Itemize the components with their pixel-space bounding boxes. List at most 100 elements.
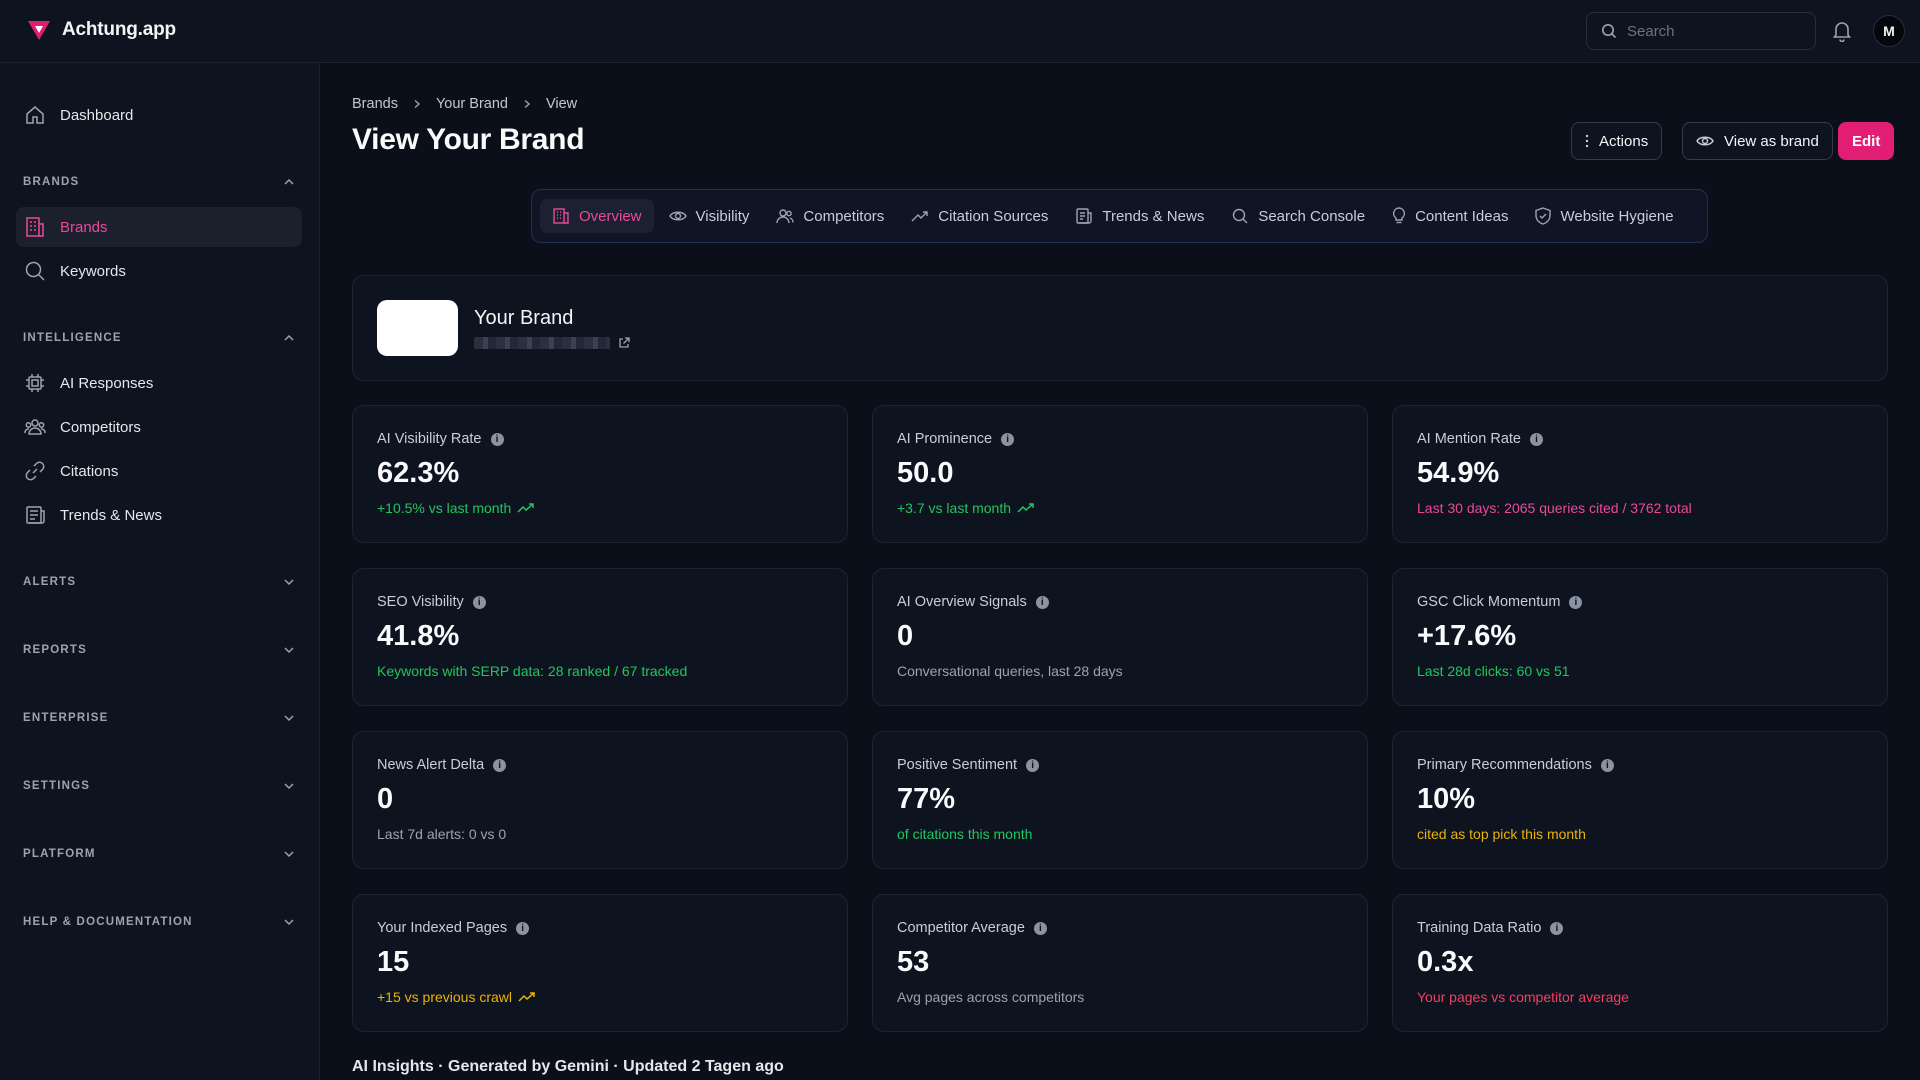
metric-label-text: Training Data Ratio xyxy=(1417,920,1542,936)
chevron-down-icon xyxy=(284,647,294,654)
tab-content-ideas[interactable]: Content Ideas xyxy=(1380,199,1520,233)
tab-website-hygiene[interactable]: Website Hygiene xyxy=(1523,199,1685,233)
info-icon[interactable]: i xyxy=(1033,921,1047,935)
info-icon[interactable]: i xyxy=(472,595,486,609)
metric-subtext-label: Last 28d clicks: 60 vs 51 xyxy=(1417,663,1570,679)
notifications-button[interactable] xyxy=(1832,20,1852,42)
section-brands[interactable]: BRANDS xyxy=(23,172,295,192)
metric-card: AI Overview Signals i 0 Conversational quer… xyxy=(872,568,1368,706)
tab-label: Search Console xyxy=(1258,207,1366,225)
metric-value: 62.3% xyxy=(377,457,460,489)
tab-label: Trends & News xyxy=(1102,207,1205,225)
info-icon[interactable]: i xyxy=(1600,758,1614,772)
tab-label: Citation Sources xyxy=(938,207,1049,225)
insights-heading: AI Insights · Generated by Gemini · Upda… xyxy=(352,1058,784,1075)
info-icon[interactable]: i xyxy=(516,921,530,935)
section-label: HELP & DOCUMENTATION xyxy=(23,916,193,928)
section-intelligence[interactable]: INTELLIGENCE xyxy=(23,328,295,348)
info-icon[interactable]: i xyxy=(490,432,504,446)
metric-value: 77% xyxy=(897,783,956,815)
tab-label: Visibility xyxy=(695,207,750,225)
tab-overview[interactable]: Overview xyxy=(540,199,654,233)
metric-label: GSC Click Momentum i xyxy=(1417,594,1583,610)
building-icon xyxy=(26,217,44,237)
metric-subtext: +3.7 vs last month xyxy=(897,500,1035,516)
page-title: View Your Brand xyxy=(352,123,585,156)
sidebar-item-trends-news[interactable]: Trends & News xyxy=(16,495,302,535)
metric-label-text: AI Visibility Rate xyxy=(377,431,482,447)
chevron-down-icon xyxy=(284,851,294,858)
sidebar-item-ai-responses[interactable]: AI Responses xyxy=(16,363,302,403)
metric-card: Competitor Average i 53 Avg pages across co… xyxy=(872,894,1368,1032)
newspaper-icon xyxy=(26,506,45,524)
metric-value: 10% xyxy=(1417,783,1476,815)
metric-subtext-label: +3.7 vs last month xyxy=(897,500,1012,516)
sidebar-item-citations[interactable]: Citations xyxy=(16,451,302,491)
metric-card: GSC Click Momentum i +17.6% Last 28d clicks… xyxy=(1392,568,1888,706)
metric-label: Positive Sentiment i xyxy=(897,757,1040,773)
section-settings[interactable]: SETTINGS xyxy=(23,776,295,796)
brand-name: Your Brand xyxy=(474,307,574,329)
sidebar-item-dashboard[interactable]: Dashboard xyxy=(16,95,302,135)
sidebar-item-label: Brands xyxy=(60,218,108,236)
more-vertical-icon xyxy=(1585,134,1589,148)
search-box[interactable] xyxy=(1586,12,1816,50)
info-icon[interactable]: i xyxy=(1529,432,1543,446)
metric-card: AI Mention Rate i 54.9% Last 30 days: 2065 … xyxy=(1392,405,1888,543)
metric-label-text: Your Indexed Pages xyxy=(377,920,508,936)
info-icon[interactable]: i xyxy=(1035,595,1049,609)
tab-citation-sources[interactable]: Citation Sources xyxy=(899,199,1060,233)
breadcrumb-your-brand[interactable]: Your Brand xyxy=(435,96,508,112)
eye-icon xyxy=(668,211,687,221)
trending-up-icon xyxy=(911,211,928,222)
info-icon[interactable]: i xyxy=(1569,595,1583,609)
actions-button[interactable]: Actions xyxy=(1571,122,1663,160)
brand-logo xyxy=(377,300,458,356)
app-logo[interactable]: Achtung.app xyxy=(26,18,176,42)
sidebar-item-brands[interactable]: Brands xyxy=(16,207,302,247)
sidebar-item-competitors[interactable]: Competitors xyxy=(16,407,302,447)
section-label: REPORTS xyxy=(23,644,87,656)
external-link-icon[interactable] xyxy=(618,337,630,349)
section-reports[interactable]: REPORTS xyxy=(23,640,295,660)
avatar[interactable]: M xyxy=(1873,15,1905,47)
section-platform[interactable]: PLATFORM xyxy=(23,844,295,864)
chevron-down-icon xyxy=(284,919,294,926)
brand-url[interactable] xyxy=(474,337,630,349)
breadcrumb-brands[interactable]: Brands xyxy=(352,96,398,112)
metric-value: 41.8% xyxy=(377,620,460,652)
metric-label: News Alert Delta i xyxy=(377,757,507,773)
chevron-up-icon xyxy=(284,334,294,341)
info-icon[interactable]: i xyxy=(493,758,507,772)
metric-subtext: cited as top pick this month xyxy=(1417,826,1586,842)
edit-button[interactable]: Edit xyxy=(1838,122,1895,160)
metric-label: Competitor Average i xyxy=(897,920,1047,936)
metric-subtext: Last 28d clicks: 60 vs 51 xyxy=(1417,663,1570,679)
tab-visibility[interactable]: Visibility xyxy=(657,199,762,233)
tab-competitors[interactable]: Competitors xyxy=(764,199,896,233)
tab-search-console[interactable]: Search Console xyxy=(1219,199,1377,233)
app-name: Achtung.app xyxy=(62,19,176,40)
metric-label-text: SEO Visibility xyxy=(377,594,464,610)
info-icon[interactable]: i xyxy=(1001,432,1015,446)
breadcrumb: Brands Your Brand View xyxy=(352,96,577,112)
info-icon[interactable]: i xyxy=(1026,758,1040,772)
view-as-brand-button[interactable]: View as brand xyxy=(1682,122,1833,160)
metric-card: Your Indexed Pages i 15 +15 vs previous cra… xyxy=(352,894,848,1032)
section-label: BRANDS xyxy=(23,176,80,188)
metric-value: 53 xyxy=(897,946,930,978)
sidebar-item-keywords[interactable]: Keywords xyxy=(16,251,302,291)
metric-subtext: +10.5% vs last month xyxy=(377,500,535,516)
section-alerts[interactable]: ALERTS xyxy=(23,572,295,592)
metric-subtext: Your pages vs competitor average xyxy=(1417,989,1629,1005)
metric-card: Primary Recommendations i 10% cited as top … xyxy=(1392,731,1888,869)
sidebar: Dashboard BRANDS Brands Keywords INTELLI… xyxy=(0,63,320,1080)
chevron-up-icon xyxy=(284,178,294,185)
metric-label-text: Positive Sentiment xyxy=(897,757,1018,773)
tab-trends-news[interactable]: Trends & News xyxy=(1063,199,1216,233)
info-icon[interactable]: i xyxy=(1550,921,1564,935)
bell-icon xyxy=(1832,22,1852,42)
search-input[interactable] xyxy=(1627,22,1797,40)
section-help[interactable]: HELP & DOCUMENTATION xyxy=(23,912,295,932)
section-enterprise[interactable]: ENTERPRISE xyxy=(23,708,295,728)
